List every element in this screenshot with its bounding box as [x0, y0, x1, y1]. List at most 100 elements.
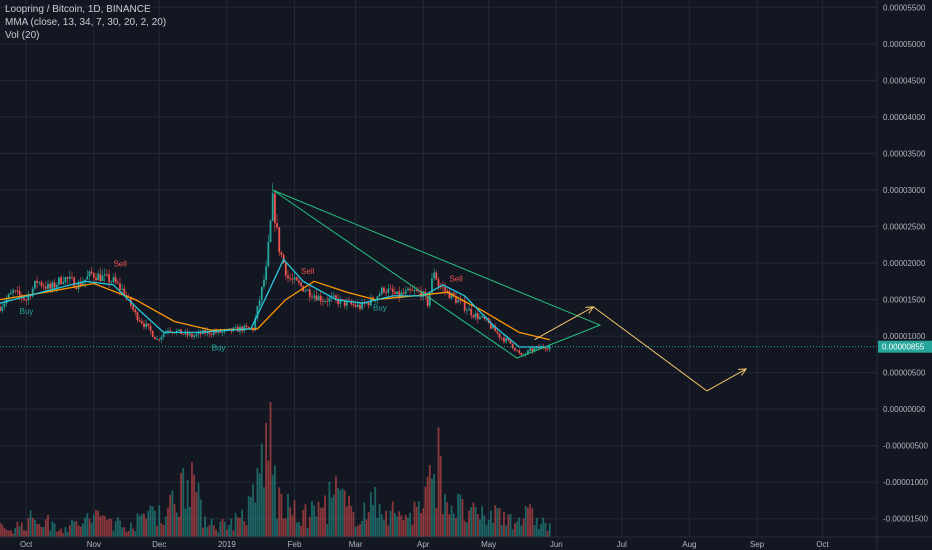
candle-body	[297, 280, 300, 283]
candle-body	[234, 326, 237, 328]
volume-bar	[121, 527, 124, 537]
price-tick-label: 0.00005000	[883, 40, 926, 49]
candle-body	[3, 303, 6, 307]
volume-bar	[5, 529, 8, 537]
time-axis[interactable]: Oct Nov Dec 2019 Feb Mar Apr May Jun Jul Aug Sep Oct	[0, 536, 932, 549]
volume-bar	[359, 524, 361, 537]
volume-bar	[127, 530, 130, 537]
candle-body	[254, 318, 257, 331]
volume-bar	[245, 525, 248, 537]
candle-body	[446, 290, 449, 292]
candle-body	[0, 306, 1, 311]
volume-bar	[75, 521, 78, 537]
volume-bar	[289, 507, 292, 537]
volume-bar	[23, 530, 25, 537]
candle-body	[36, 280, 38, 283]
candle-body	[479, 316, 481, 320]
candle-body	[533, 348, 536, 352]
volume-bar	[184, 508, 187, 537]
volume-bar	[201, 527, 204, 537]
volume-bar	[420, 513, 422, 537]
candle-body	[308, 289, 311, 297]
volume-bar	[367, 511, 370, 537]
candle-body	[402, 292, 405, 294]
candle-body	[289, 277, 292, 279]
volume-bar	[99, 516, 102, 537]
volume-bar	[280, 493, 283, 537]
volume-bar	[485, 524, 488, 537]
candle-body	[116, 282, 119, 284]
candle-body	[531, 348, 534, 352]
candle-body	[396, 291, 398, 294]
candle-body	[319, 295, 322, 302]
volume-bar	[479, 519, 481, 537]
candle-body	[219, 330, 222, 333]
volume-bar	[319, 507, 322, 537]
candle-body	[245, 325, 248, 327]
volume-bar	[116, 517, 119, 537]
volume-bar	[204, 516, 206, 537]
volume-bar	[444, 494, 446, 537]
volume-bar	[472, 502, 475, 537]
volume-bar	[158, 505, 161, 537]
candle-body	[23, 298, 25, 300]
candle-body	[140, 321, 143, 324]
candle-body	[367, 302, 370, 306]
volume-bar	[49, 530, 52, 537]
candle-body	[1, 306, 4, 311]
volume-bar	[409, 512, 412, 537]
price-axis[interactable]: 0.00005500 0.00005000 0.00004500 0.00004000…	[876, 0, 932, 550]
volume-bar	[18, 526, 21, 537]
candle-body	[273, 193, 276, 224]
candle-body	[143, 323, 145, 327]
price-tick-label: -0.00000500	[883, 442, 928, 451]
time-tick-label: 2019	[218, 540, 236, 549]
candle-body	[212, 331, 215, 335]
candle-body	[295, 277, 298, 281]
candle-body	[437, 279, 440, 287]
volume-bar	[16, 521, 19, 537]
candle-body	[58, 277, 60, 285]
volume-bar	[243, 521, 246, 537]
volume-bar	[481, 506, 484, 537]
volume-bar	[177, 516, 180, 537]
volume-bar	[287, 494, 289, 537]
volume-bar	[169, 494, 172, 537]
volume-bar	[422, 508, 425, 537]
volume-bar	[291, 515, 294, 537]
volume-bar	[356, 525, 359, 537]
candle-body	[492, 325, 494, 329]
volume-bar	[10, 529, 12, 537]
moving-averages	[0, 258, 550, 348]
candle-body	[313, 295, 316, 298]
candle-body	[29, 295, 32, 297]
chart-legend: Loopring / Bitcoin, 1D, BINANCE MMA (clo…	[5, 3, 166, 42]
volume-bar	[247, 495, 250, 537]
volume-bar	[295, 522, 298, 537]
volume-bar	[315, 516, 318, 537]
candle-body	[149, 325, 152, 331]
volume-bar	[7, 530, 10, 537]
volume-bar	[297, 521, 300, 537]
volume-bar	[232, 530, 235, 537]
current-price-tag-box	[878, 340, 932, 353]
candle-body	[343, 299, 346, 306]
candle-body	[169, 330, 172, 332]
volume-bar	[324, 495, 326, 537]
candle-body	[260, 286, 263, 301]
volume-bar	[156, 525, 158, 537]
volume-bar	[398, 511, 401, 537]
candle-body	[263, 280, 265, 287]
volume-bar	[129, 522, 132, 537]
volume-bar	[428, 465, 431, 537]
volume-bar	[407, 517, 409, 537]
volume-bar	[330, 497, 333, 537]
volume-bar	[276, 518, 278, 537]
volume-bar	[44, 519, 47, 537]
candle-body	[151, 330, 154, 338]
candle-body	[293, 277, 296, 280]
signals: Buy Sell Buy Sell Buy Sell	[20, 260, 463, 353]
signal-buy-label: Buy	[20, 307, 34, 316]
candle-body	[337, 298, 340, 304]
